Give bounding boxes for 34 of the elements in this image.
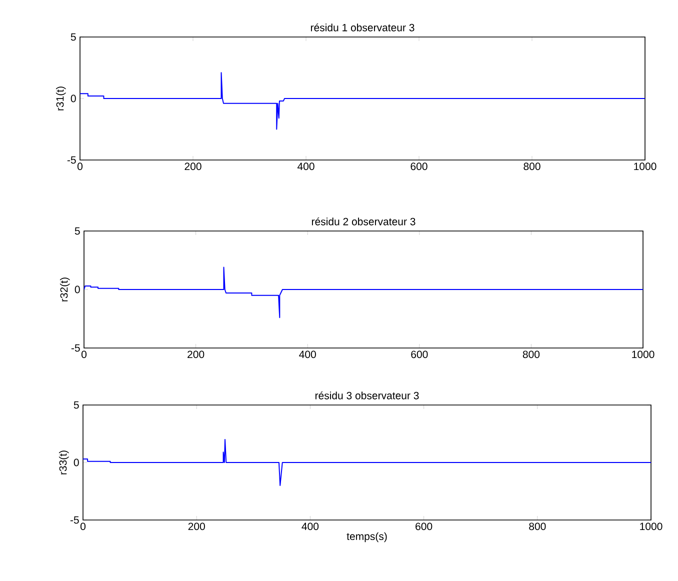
x-tick-label: 600 bbox=[411, 350, 428, 358]
x-tick-label: 0 bbox=[80, 522, 86, 530]
y-tick-label: 0 bbox=[74, 458, 79, 466]
x-tick-label: 200 bbox=[188, 522, 205, 530]
x-tick-label: 0 bbox=[81, 350, 87, 358]
chart-title: résidu 3 observateur 3 bbox=[315, 391, 419, 400]
y-tick-label: -5 bbox=[67, 156, 76, 164]
x-tick-label: 1000 bbox=[634, 162, 656, 170]
chart-title: résidu 1 observateur 3 bbox=[310, 23, 414, 32]
x-tick-label: 600 bbox=[410, 162, 428, 170]
y-tick-label: 0 bbox=[70, 94, 76, 102]
x-tick-label: 800 bbox=[524, 162, 540, 170]
y-axis-title: r31(t) bbox=[56, 86, 66, 110]
y-tick-label: 5 bbox=[70, 33, 76, 41]
x-tick-label: 800 bbox=[529, 522, 546, 530]
y-axis-title: r32(t) bbox=[60, 278, 70, 302]
x-tick-label: 1000 bbox=[640, 522, 662, 530]
y-tick-label: -5 bbox=[70, 516, 79, 524]
chart-title: résidu 2 observateur 3 bbox=[312, 217, 416, 226]
x-tick-label: 400 bbox=[302, 522, 319, 530]
y-tick-label: 5 bbox=[74, 401, 79, 409]
x-tick-label: 400 bbox=[299, 350, 316, 358]
y-tick-label: -5 bbox=[71, 344, 80, 352]
x-tick-label: 200 bbox=[188, 350, 204, 358]
x-tick-label: 400 bbox=[297, 162, 314, 170]
x-tick-label: 600 bbox=[416, 522, 432, 530]
x-tick-label: 200 bbox=[184, 162, 202, 170]
y-axis-title: r33(t) bbox=[58, 450, 69, 474]
x-tick-label: 800 bbox=[522, 350, 540, 358]
x-tick-label: 1000 bbox=[632, 350, 654, 358]
line-series bbox=[80, 72, 646, 130]
x-axis-title: temps(s) bbox=[346, 532, 387, 542]
y-tick-label: 5 bbox=[74, 227, 80, 235]
y-tick-label: 0 bbox=[74, 286, 80, 294]
